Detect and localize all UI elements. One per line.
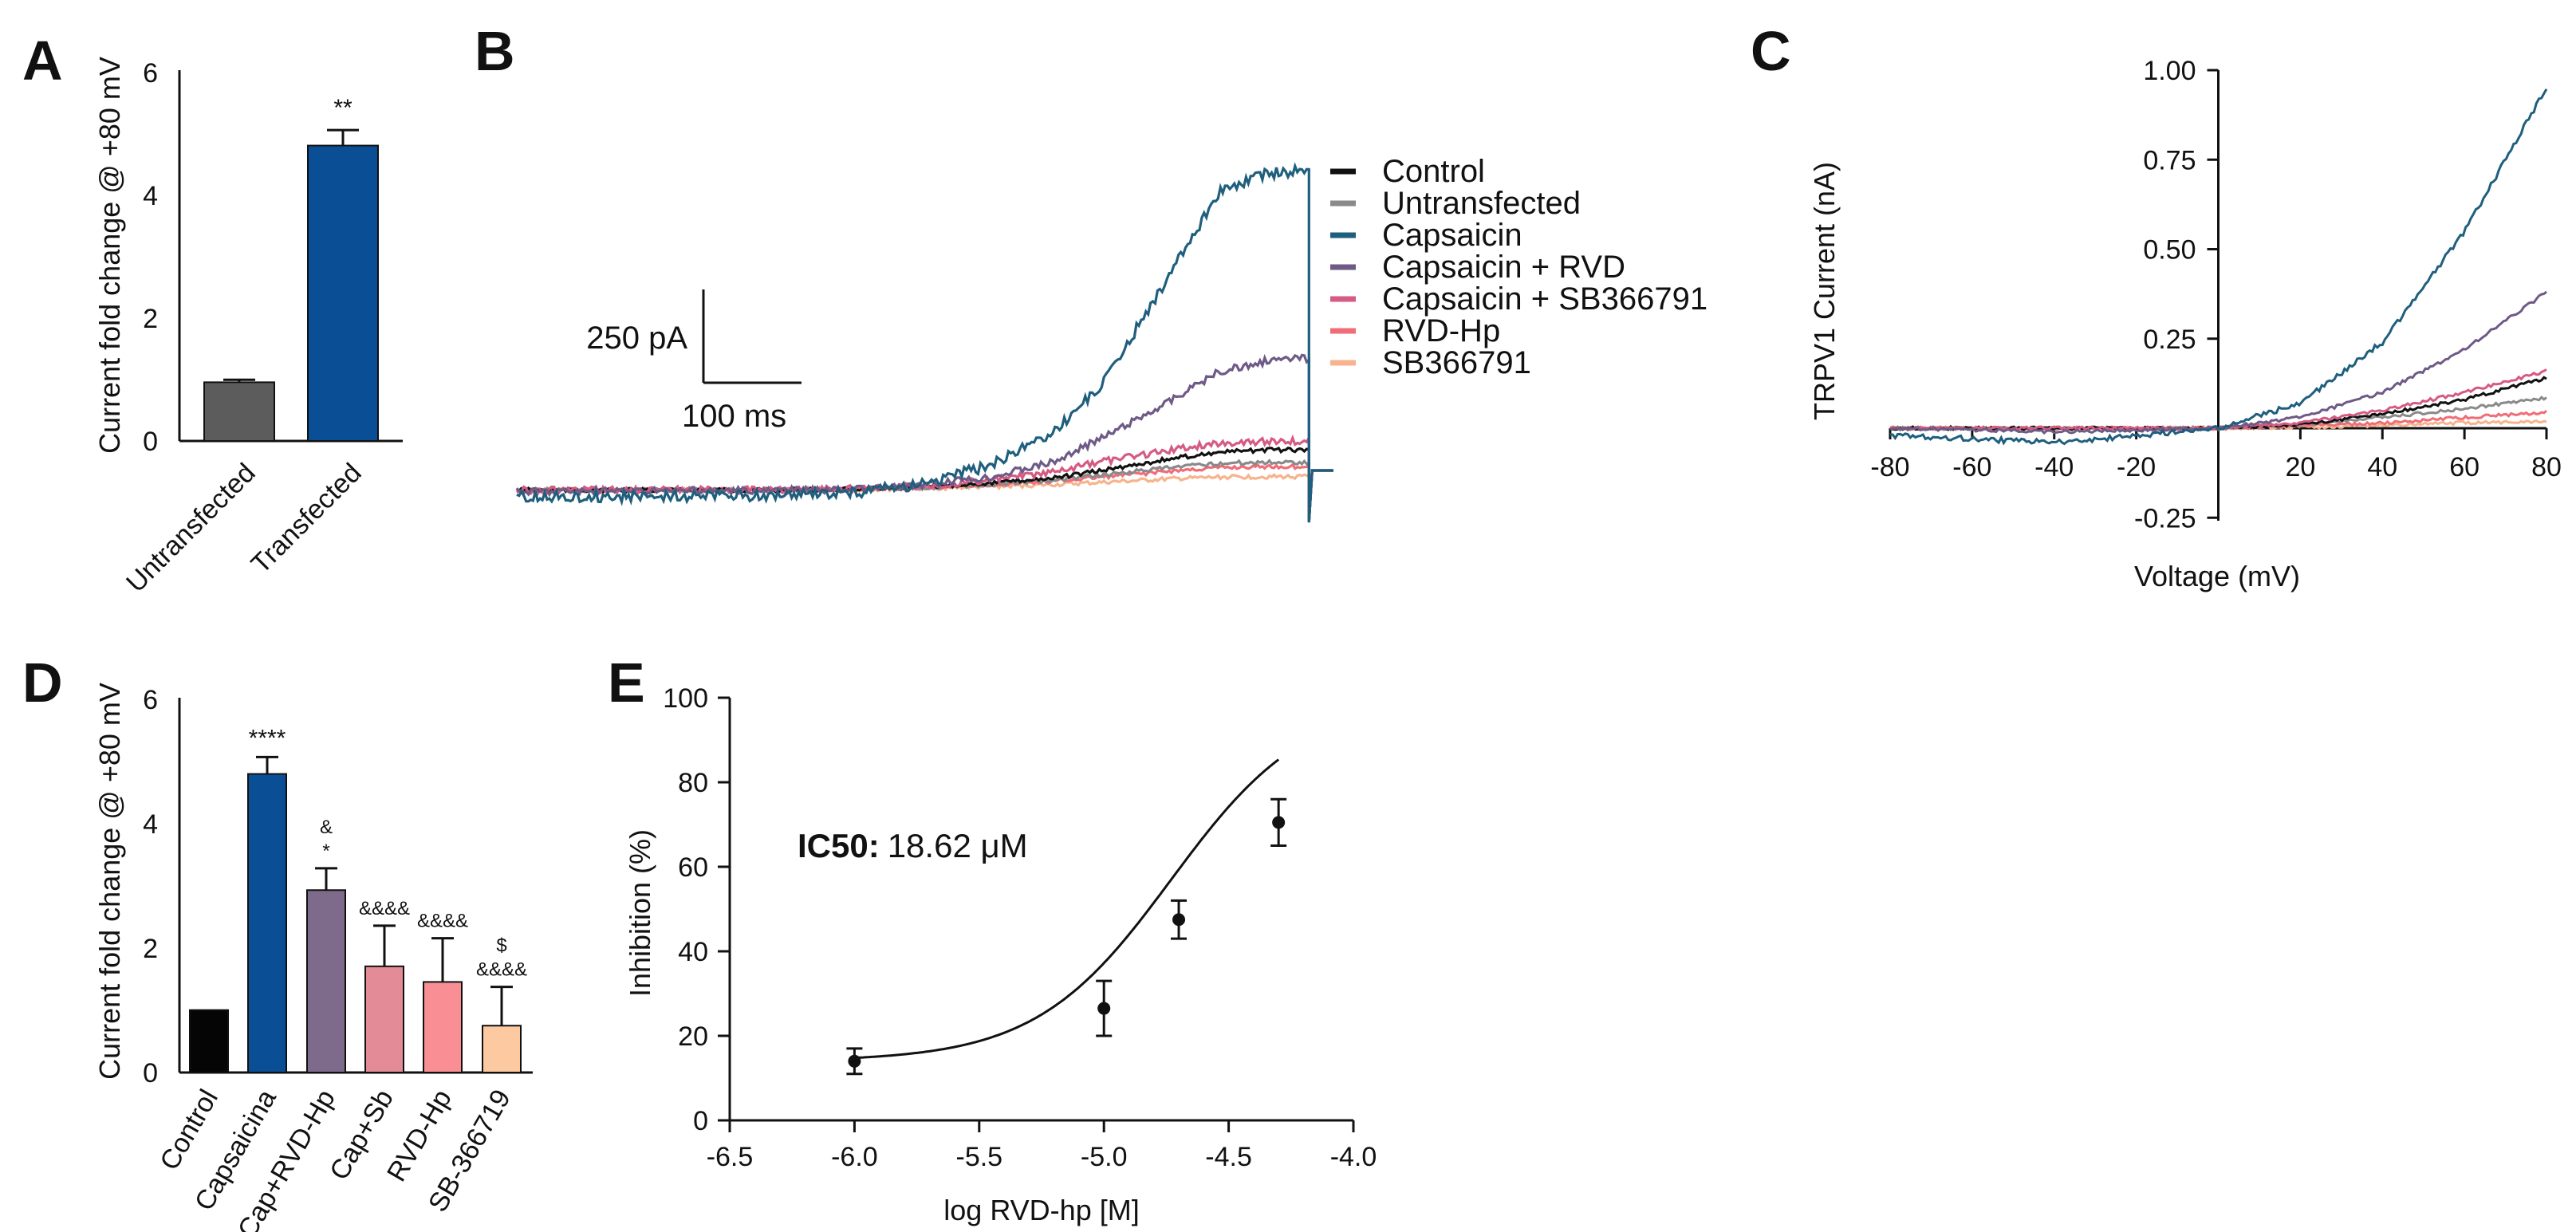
panel-label-c: C: [1751, 20, 1791, 82]
panel-label-b: B: [475, 20, 515, 82]
panel-c-iv-curve: TRPV1 Current (nA) Voltage (mV) -0.25 0.2…: [1808, 56, 2562, 592]
panel-b-scalebar-time: 100 ms: [682, 399, 786, 434]
panel-c-xtick: -80: [1870, 452, 1909, 482]
panel-c-xtick: -20: [2117, 452, 2156, 482]
panel-a-bar-chart: Current fold change @ +80 mV 0 2 4 6 Unt…: [93, 57, 403, 598]
panel-e-ytick: 60: [678, 852, 708, 883]
panel-d-significance: &&&&: [476, 959, 527, 981]
panel-e-data-point: [1272, 816, 1286, 829]
panel-b-legend-label: Control: [1382, 154, 1485, 189]
panel-b-trace: [516, 433, 1333, 523]
panel-b-trace: [515, 353, 1333, 523]
panel-d-significance: &&&&: [359, 898, 410, 919]
panel-a-bar: [203, 381, 275, 442]
panel-e-xtick: -4.5: [1205, 1142, 1252, 1172]
panel-b-legend-label: Untransfected: [1382, 186, 1581, 221]
panel-c-xlabel: Voltage (mV): [2134, 560, 2300, 592]
panel-d-bar: [306, 889, 346, 1074]
panel-e-xlabel: log RVD-hp [M]: [943, 1194, 1139, 1226]
panel-e-data-point: [1172, 913, 1186, 927]
panel-d-bar: [423, 981, 463, 1073]
panel-label-e: E: [608, 651, 645, 714]
panel-a-xtick: Untransfected: [120, 458, 262, 599]
panel-d-significance: $: [496, 935, 506, 957]
panel-e-dose-response: Inhibition (%) log RVD-hp [M] IC50: 18.62…: [624, 683, 1377, 1226]
panel-e-ic50-annotation: IC50: 18.62 μM: [798, 827, 1028, 864]
panel-e-ic50-value: 18.62 μM: [888, 827, 1028, 864]
panel-a-bar: [307, 144, 379, 443]
panel-c-xtick: 60: [2449, 452, 2479, 482]
panel-b-legend-label: SB366791: [1382, 345, 1531, 380]
panel-e-ytick: 40: [678, 937, 708, 967]
panel-d-ylabel: Current fold change @ +80 mV: [93, 683, 126, 1080]
panel-a-ytick: 0: [143, 427, 158, 457]
panel-b-legend-label: Capsaicin: [1382, 218, 1522, 253]
panel-b-legend-label: Capsaicin + RVD: [1382, 250, 1625, 285]
panel-d-ytick: 0: [143, 1058, 158, 1088]
panel-c-xtick: 40: [2367, 452, 2397, 482]
panel-e-xtick: -5.5: [956, 1142, 1003, 1172]
panel-d-bar: [247, 773, 287, 1073]
panel-e-data-point: [1097, 1002, 1111, 1015]
panel-a-ytick: 2: [143, 304, 158, 334]
panel-d-bar: [364, 965, 404, 1074]
panel-b-scalebar-current: 250 pA: [586, 321, 687, 356]
panel-e-xtick: -6.5: [707, 1142, 754, 1172]
panel-d-ytick: 4: [143, 809, 158, 840]
panel-c-trace: [1889, 89, 2548, 446]
panel-d-bar: [482, 1025, 522, 1073]
panel-d-significance: &: [320, 817, 333, 838]
panel-e-xtick: -4.0: [1330, 1142, 1377, 1172]
panel-b-legend-label: Capsaicin + SB366791: [1382, 281, 1707, 317]
panel-e-xtick: -5.0: [1081, 1142, 1128, 1172]
panel-c-xtick: 20: [2285, 452, 2315, 482]
panel-e-ytick: 20: [678, 1021, 708, 1052]
panel-b-legend-label: RVD-Hp: [1382, 313, 1500, 348]
panel-b-trace: [516, 162, 1333, 523]
panel-d-significance: &&&&: [417, 911, 468, 932]
panel-c-xtick: 80: [2531, 452, 2562, 482]
panel-c-ylabel: TRPV1 Current (nA): [1808, 162, 1841, 420]
panel-d-significance: *: [322, 840, 329, 862]
panel-d-ytick: 2: [143, 934, 158, 964]
panel-c-ytick: 0.25: [2143, 325, 2196, 355]
panel-e-ytick: 100: [663, 683, 708, 714]
panel-c-xtick: -40: [2034, 452, 2074, 482]
panel-e-ytick: 80: [678, 768, 708, 798]
panel-b-current-traces: 250 pA 100 ms ControlUntransfectedCapsai…: [515, 154, 1707, 523]
panel-d-significance: ****: [249, 725, 286, 751]
panel-a-ytick: 6: [143, 58, 158, 89]
panel-a-ytick: 4: [143, 181, 158, 211]
panel-e-xtick: -6.0: [831, 1142, 878, 1172]
panel-a-xtick: Transfected: [246, 458, 368, 580]
panel-c-ytick: 0.50: [2143, 235, 2196, 266]
panel-label-d: D: [22, 651, 63, 714]
panel-c-xtick: -60: [1952, 452, 1991, 482]
panel-c-ytick: 0.75: [2143, 145, 2196, 175]
panel-d-bar-chart: Current fold change @ +80 mV 0 2 4 6 Con…: [93, 683, 533, 1232]
panel-a-significance: **: [333, 95, 353, 121]
panel-c-ytick: 1.00: [2143, 56, 2196, 86]
panel-e-data-point: [848, 1054, 861, 1068]
panel-d-bar: [189, 1009, 229, 1073]
panel-e-ylabel: Inhibition (%): [624, 829, 656, 997]
panel-e-ytick: 0: [693, 1106, 708, 1136]
panel-label-a: A: [22, 30, 63, 92]
panel-e-fit-curve: [854, 758, 1280, 1060]
panel-d-ytick: 6: [143, 685, 158, 715]
panel-c-ytick: -0.25: [2134, 503, 2196, 533]
panel-a-ylabel: Current fold change @ +80 mV: [93, 57, 126, 454]
panel-e-ic50-label: IC50:: [798, 827, 880, 864]
